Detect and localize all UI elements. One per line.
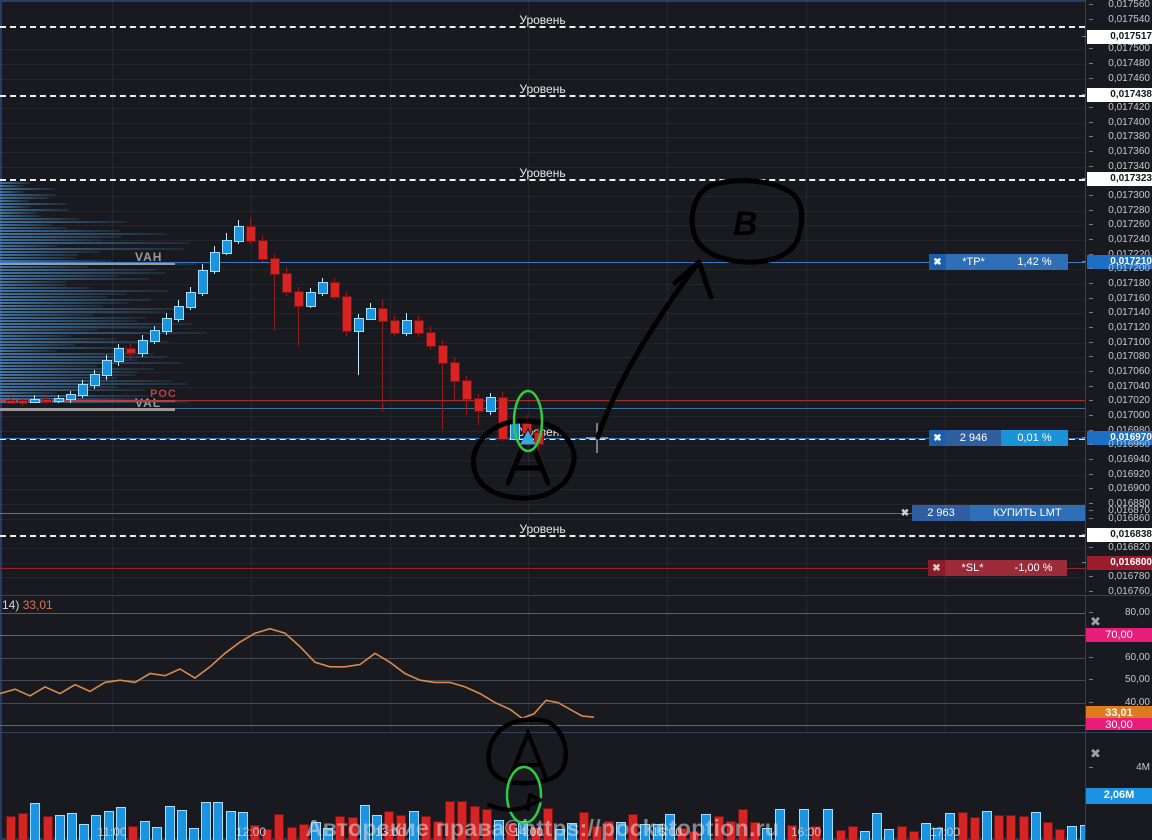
svg-text:B: B [733, 205, 758, 243]
